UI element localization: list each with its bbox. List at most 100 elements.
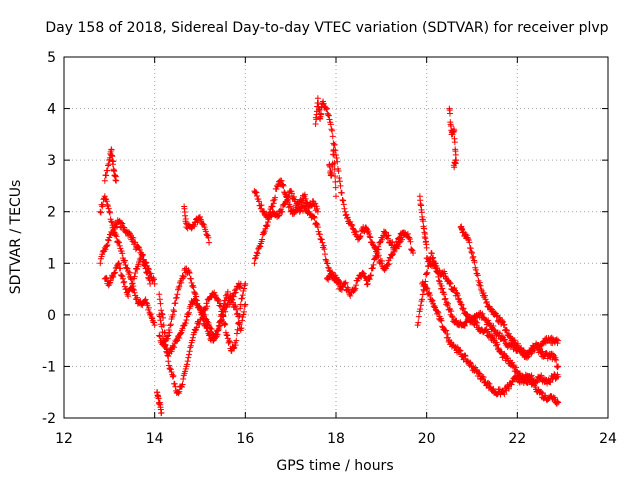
data-point-marker <box>344 215 351 222</box>
data-point-marker <box>191 223 198 230</box>
data-point-marker <box>320 100 327 107</box>
data-point-marker <box>143 299 150 306</box>
data-point-marker <box>500 388 507 395</box>
data-point-marker <box>167 321 174 328</box>
data-point-marker <box>483 298 490 305</box>
data-point-marker <box>369 241 376 248</box>
data-point-marker <box>178 384 185 391</box>
data-point-marker <box>294 200 301 207</box>
data-point-marker <box>117 219 124 226</box>
data-point-marker <box>355 275 362 282</box>
data-point-marker <box>555 399 562 406</box>
data-point-marker <box>353 282 360 289</box>
data-point-marker <box>190 284 197 291</box>
data-point-marker <box>313 203 320 210</box>
data-point-marker <box>173 294 180 301</box>
data-point-marker <box>106 234 113 241</box>
data-point-marker <box>370 261 377 268</box>
data-point-marker <box>193 301 200 308</box>
data-point-marker <box>257 243 264 250</box>
data-point-marker <box>501 321 508 328</box>
data-point-marker <box>424 255 431 262</box>
data-point-marker <box>311 214 318 221</box>
data-point-marker <box>332 184 339 191</box>
data-point-marker <box>505 330 512 337</box>
data-point-marker <box>501 391 508 398</box>
data-point-marker <box>234 326 241 333</box>
data-point-marker <box>555 363 562 370</box>
data-point-marker <box>401 229 407 236</box>
data-point-marker <box>116 260 123 267</box>
data-point-marker <box>134 294 141 301</box>
data-point-marker <box>125 268 132 275</box>
data-point-marker <box>189 283 196 290</box>
data-point-marker <box>310 213 317 220</box>
data-point-marker <box>213 328 220 335</box>
data-point-marker <box>165 349 172 356</box>
data-point-marker <box>187 275 194 282</box>
data-point-marker <box>458 301 465 308</box>
data-point-marker <box>454 290 461 297</box>
data-point-marker <box>406 234 413 241</box>
data-point-marker <box>253 189 260 196</box>
data-point-marker <box>524 372 531 379</box>
x-tick-label: 18 <box>327 431 345 447</box>
data-point-marker <box>452 151 459 158</box>
data-point-marker <box>417 306 424 313</box>
data-point-marker <box>258 202 265 209</box>
data-point-marker <box>169 373 176 380</box>
data-point-marker <box>184 310 191 317</box>
data-point-marker <box>430 254 437 261</box>
data-point-marker <box>192 327 199 334</box>
data-point-marker <box>127 275 134 282</box>
data-point-marker <box>555 373 562 380</box>
data-point-marker <box>259 236 266 243</box>
data-point-marker <box>232 303 239 310</box>
data-point-marker <box>285 192 292 199</box>
data-point-marker <box>339 197 346 204</box>
data-point-marker <box>97 208 104 215</box>
data-point-marker <box>342 280 349 287</box>
data-point-marker <box>237 280 244 287</box>
data-point-marker <box>323 106 330 113</box>
data-point-marker <box>366 276 373 283</box>
data-point-marker <box>134 266 141 273</box>
data-point-marker <box>327 121 334 128</box>
data-point-marker <box>103 198 110 205</box>
data-point-marker <box>180 274 187 281</box>
data-point-marker <box>288 190 295 197</box>
data-point-marker <box>132 269 139 276</box>
data-point-marker <box>460 305 467 312</box>
data-point-marker <box>553 357 560 364</box>
data-point-marker <box>113 177 120 184</box>
data-point-marker <box>364 226 371 233</box>
data-point-marker <box>410 249 417 256</box>
data-point-marker <box>534 378 541 385</box>
data-point-marker <box>171 344 178 351</box>
chart-title: Day 158 of 2018, Sidereal Day-to-day VTE… <box>45 20 608 36</box>
data-point-marker <box>147 270 154 277</box>
data-point-marker <box>466 239 473 246</box>
data-point-marker <box>472 266 479 273</box>
data-point-marker <box>142 265 149 272</box>
data-point-marker <box>323 105 330 112</box>
data-point-marker <box>334 158 341 165</box>
data-point-marker <box>483 300 490 307</box>
data-point-marker <box>448 339 455 346</box>
data-point-marker <box>388 252 395 259</box>
data-point-marker <box>107 231 114 238</box>
data-point-marker <box>373 254 380 261</box>
data-point-marker <box>462 231 469 238</box>
data-point-marker <box>283 198 290 205</box>
data-point-marker <box>394 241 401 248</box>
x-axis-ticks: 12 14 16 18 20 22 24 <box>55 57 617 447</box>
data-point-marker <box>537 373 543 380</box>
data-point-marker <box>375 246 382 253</box>
data-point-marker <box>495 345 502 352</box>
data-point-marker <box>469 363 475 370</box>
data-point-marker <box>365 228 372 235</box>
data-point-marker <box>453 317 460 324</box>
data-point-marker <box>461 322 468 329</box>
data-point-marker <box>533 379 540 386</box>
